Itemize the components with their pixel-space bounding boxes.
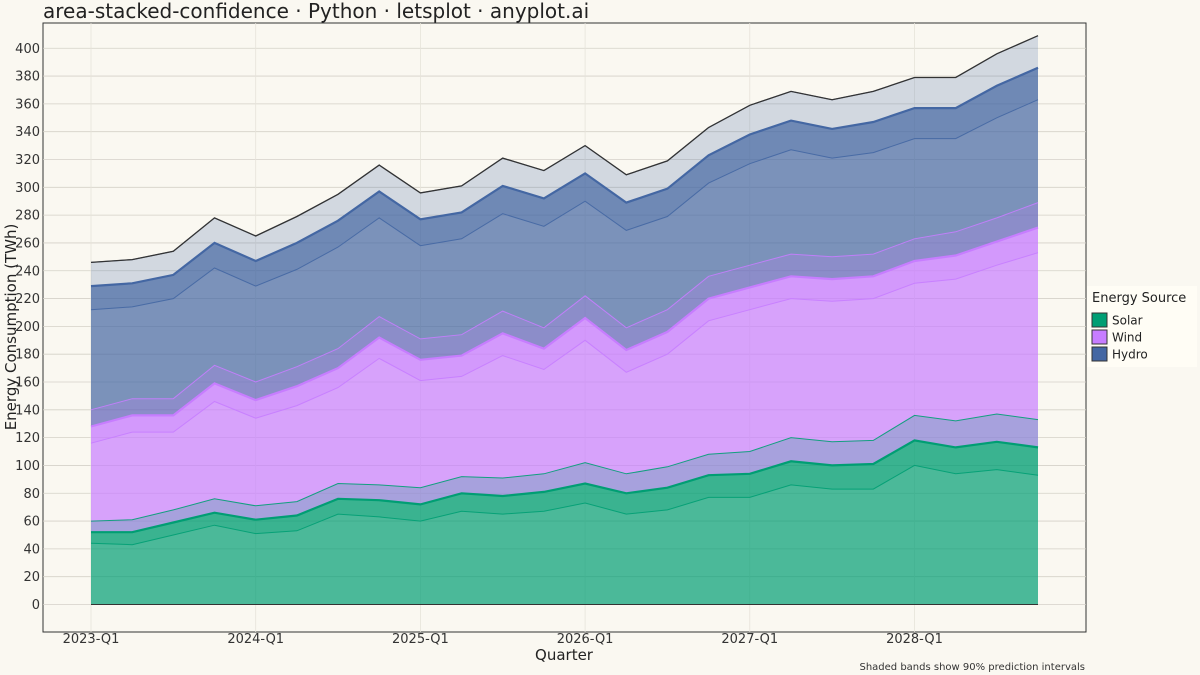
legend-title: Energy Source [1092, 291, 1186, 306]
legend-label-hydro: Hydro [1112, 348, 1148, 362]
wind-upper-bound [90, 202, 1039, 411]
x-axis-label: Quarter [535, 646, 594, 664]
hydro-lower-bound [90, 99, 1039, 311]
x-tick-label: 2027-Q1 [721, 632, 778, 647]
solar-area [91, 440, 1038, 605]
y-tick-label: 100 [15, 459, 40, 474]
y-tick-label: 260 [15, 236, 40, 251]
stacked-areas [90, 35, 1039, 605]
y-tick-label: 160 [15, 376, 40, 391]
y-tick-label: 20 [23, 570, 40, 585]
legend-label-solar: Solar [1112, 314, 1143, 328]
legend-label-wind: Wind [1112, 331, 1142, 345]
wind-line [90, 226, 1039, 428]
chart-title: area-stacked-confidence · Python · letsp… [43, 0, 589, 23]
y-tick-label: 280 [15, 209, 40, 224]
legend-items: Solar Wind Hydro [1091, 312, 1148, 362]
legend-swatch-hydro [1091, 346, 1108, 362]
x-tick-label: 2023-Q1 [63, 632, 120, 647]
wind-area [91, 227, 1038, 533]
y-tick-label: 180 [15, 348, 40, 363]
hydro-line [90, 66, 1039, 288]
solar-line [91, 439, 1039, 534]
chart-caption: Shaded bands show 90% prediction interva… [859, 662, 1085, 673]
y-tick-label: 240 [15, 264, 40, 279]
y-axis-label: Energy Consumption (TWh) [2, 224, 20, 431]
hydro-area [91, 67, 1038, 427]
legend-swatch-wind [1091, 329, 1108, 345]
y-axis-ticks: 0 20 40 60 80 100 120 140 160 180 200 220 240 260 280 3… [15, 42, 40, 613]
x-tick-label: 2024-Q1 [227, 632, 284, 647]
y-tick-label: 220 [15, 292, 40, 307]
legend: Energy Source Solar Wind Hydro [1087, 286, 1197, 367]
hydro-confidence-band [91, 35, 1038, 310]
x-tick-label: 2026-Q1 [557, 632, 614, 647]
solar-upper-bound [90, 413, 1039, 522]
solar-confidence-band [91, 414, 1038, 545]
solar-lower-bound [90, 464, 1039, 546]
y-tick-label: 300 [15, 181, 40, 196]
x-tick-label: 2025-Q1 [392, 632, 449, 647]
y-tick-label: 140 [15, 403, 40, 418]
y-tick-label: 320 [15, 153, 40, 168]
y-tick-label: 400 [15, 42, 40, 57]
x-tick-label: 2028-Q1 [886, 632, 943, 647]
y-tick-label: 60 [23, 515, 40, 530]
y-tick-label: 200 [15, 320, 40, 335]
y-tick-label: 0 [32, 598, 40, 613]
x-axis-ticks: 2023-Q1 2024-Q1 2025-Q1 2026-Q1 2027-Q1 2028-… [63, 632, 943, 647]
total-upper-outline [90, 35, 1039, 264]
wind-lower-bound [90, 252, 1039, 444]
y-tick-label: 380 [15, 70, 40, 85]
wind-confidence-band [91, 202, 1038, 444]
y-tick-label: 340 [15, 125, 40, 140]
y-tick-label: 40 [23, 542, 40, 557]
y-tick-label: 80 [23, 487, 40, 502]
y-tick-label: 120 [15, 431, 40, 446]
legend-swatch-solar [1091, 312, 1108, 328]
y-tick-label: 360 [15, 97, 40, 112]
